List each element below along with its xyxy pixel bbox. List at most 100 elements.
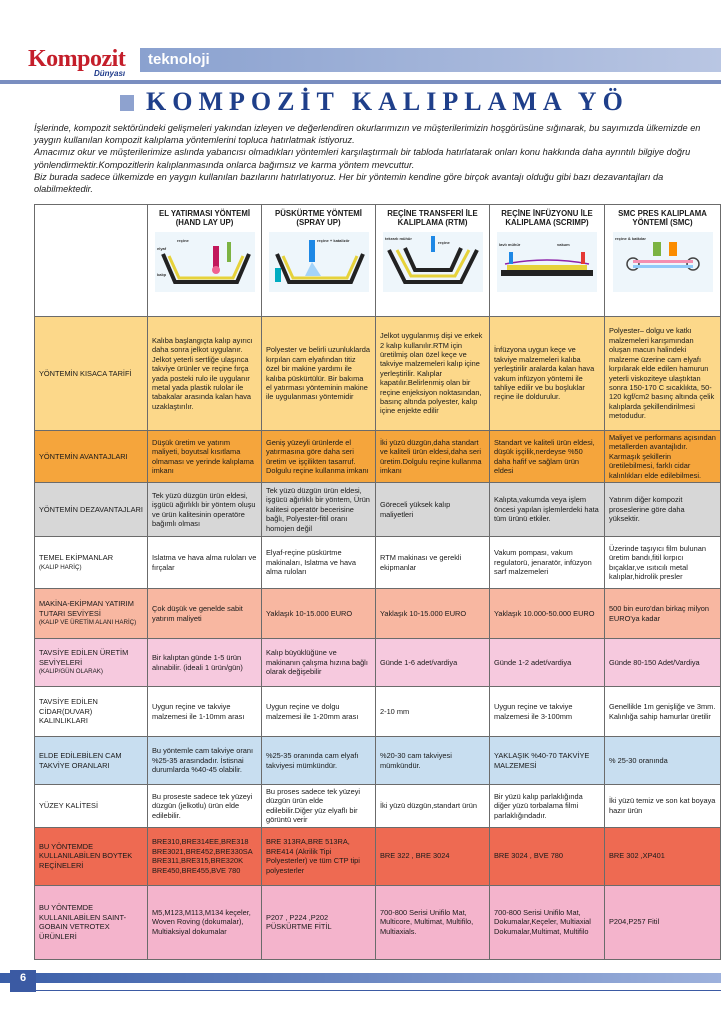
row-label: TAVSİYE EDİLEN ÜRETİM SEVİYELERİ (KALIP/G… — [34, 638, 148, 688]
table-cell: 700-800 Serisi Unifilo Mat, Multicore, M… — [375, 884, 490, 960]
table-cell: Elyaf-reçine püskürtme makinaları, Islat… — [261, 536, 376, 590]
row-label: MAKİNA-EKİPMAN YATIRIM TUTARI SEVİYESİ (K… — [34, 588, 148, 640]
column-title: EL YATIRMASI YÖNTEMİ (HAND LAY UP) — [159, 209, 250, 228]
table-header-row: EL YATIRMASI YÖNTEMİ (HAND LAY UP) elyaf… — [34, 204, 721, 317]
row-sublabel: (KALIP VE ÜRETİM ALANI HARİÇ) — [39, 619, 137, 627]
table-row: TAVSİYE EDİLEN ÜRETİM SEVİYELERİ (KALIP/G… — [34, 638, 721, 688]
section-label: teknoloji — [148, 51, 210, 68]
logo-sub-text: Dünyası — [94, 69, 126, 78]
rtm-illustration: tekrarlı mühür reçine — [382, 231, 483, 292]
table-row: BU YÖNTEMDE KULLANILABİLEN SAINT-GOBAIN … — [34, 884, 721, 960]
table-row: YÜZEY KALİTESİ Bu proseste sadece tek yü… — [34, 784, 721, 828]
title-stripe — [0, 80, 721, 84]
table-cell: 500 bin euro'dan birkaç milyon EURO'ya k… — [604, 588, 721, 640]
column-title: REÇİNE TRANSFERİ İLE KALIPLAMA (RTM) — [387, 209, 478, 228]
table-row: YÖNTEMİN AVANTAJLARI Düşük üretim ve yat… — [34, 429, 721, 484]
title-square-marker — [120, 95, 134, 111]
row-sublabel: (KALIP/GÜN OLARAK) — [39, 668, 103, 676]
row-label: ELDE EDİLEBİLEN CAM TAKVİYE ORANLARI — [34, 736, 148, 786]
table-cell: Çok düşük ve genelde sabit yatırım maliy… — [147, 588, 262, 640]
row-label-text: TAVSİYE EDİLEN ÜRETİM SEVİYELERİ — [39, 648, 129, 667]
column-header-hand-lay-up: EL YATIRMASI YÖNTEMİ (HAND LAY UP) elyaf… — [147, 204, 262, 317]
table-cell: Günde 80-150 Adet/Vardiya — [604, 638, 721, 688]
table-cell: Yaklaşık 10-15.000 EURO — [375, 588, 490, 640]
header-empty-cell — [34, 204, 148, 317]
table-row: ELDE EDİLEBİLEN CAM TAKVİYE ORANLARI Bu … — [34, 736, 721, 786]
table-cell: BRE 322 , BRE 3024 — [375, 826, 490, 886]
intro-paragraph-1: İşlerinde, kompozit sektöründeki gelişme… — [34, 123, 701, 146]
section-bar — [140, 48, 721, 72]
row-label: BU YÖNTEMDE KULLANILABİLEN SAINT-GOBAIN … — [34, 884, 148, 960]
page-number: 6 — [19, 972, 27, 984]
methods-comparison-table: EL YATIRMASI YÖNTEMİ (HAND LAY UP) elyaf… — [34, 204, 721, 960]
table-cell: Göreceli yüksek kalıp maliyetleri — [375, 482, 490, 538]
row-label-text: TEMEL EKİPMANLAR — [39, 553, 114, 563]
row-label: YÜZEY KALİTESİ — [34, 784, 148, 828]
row-label-text: MAKİNA-EKİPMAN YATIRIM TUTARI SEVİYESİ — [39, 599, 134, 618]
table-row: YÖNTEMİN DEZAVANTAJLARI Tek yüzü düzgün … — [34, 482, 721, 538]
table-cell: Uygun reçine ve takviye malzemesi ile 1-… — [147, 686, 262, 738]
table-row: TEMEL EKİPMANLAR (KALIP HARİÇ) Islatma ve… — [34, 536, 721, 590]
table-cell: Vakum pompası, vakum regulatorü, jenarat… — [489, 536, 605, 590]
table-cell: %25-35 oranında cam elyafı takviyesi müm… — [261, 736, 376, 786]
row-label: TEMEL EKİPMANLAR (KALIP HARİÇ) — [34, 536, 148, 590]
table-cell: 2-10 mm — [375, 686, 490, 738]
column-header-rtm: REÇİNE TRANSFERİ İLE KALIPLAMA (RTM) tek… — [375, 204, 490, 317]
spray-up-illustration: reçine + katalizör — [268, 231, 369, 292]
svg-text:vakum: vakum — [557, 242, 570, 247]
table-cell: Bu proses sadece tek yüzeyi düzgün ürün … — [261, 784, 376, 828]
hand-lay-up-illustration: elyaf reçine kalıp — [154, 231, 255, 292]
svg-text:lavlı mühür: lavlı mühür — [499, 242, 521, 247]
table-cell: Uygun reçine ve dolgu malzemesi ile 1-20… — [261, 686, 376, 738]
table-cell: BRE 3024 , BVE 780 — [489, 826, 605, 886]
table-cell: Uygun reçine ve takviye malzemesi ile 3-… — [489, 686, 605, 738]
table-cell: Standart ve kaliteli ürün eldesi, düşük … — [489, 429, 605, 484]
table-cell: Polyester ve belirli uzunluklarda kırpıl… — [261, 316, 376, 431]
intro-text: İşlerinde, kompozit sektöründeki gelişme… — [34, 122, 714, 195]
table-cell: İki yüzü düzgün,daha standart ve kalitel… — [375, 429, 490, 484]
svg-text:reçine & katkılar: reçine & katkılar — [615, 236, 646, 241]
column-header-spray-up: PÜSKÜRTME YÖNTEMİ (SPRAY UP) reçine + ka… — [261, 204, 376, 317]
table-cell: Kalıpta,vakumda veya işlem öncesi yapıla… — [489, 482, 605, 538]
table-cell: Yaklaşık 10-15.000 EURO — [261, 588, 376, 640]
table-cell: P207 , P224 ,P202 PÜSKÜRTME FİTİL — [261, 884, 376, 960]
svg-text:reçine: reçine — [438, 240, 451, 245]
table-cell: Bu proseste sadece tek yüzeyi düzgün (je… — [147, 784, 262, 828]
table-row: TAVSİYE EDİLEN CİDAR(DUVAR) KALINLIKLARI… — [34, 686, 721, 738]
svg-text:tekrarlı mühür: tekrarlı mühür — [385, 236, 412, 241]
table-cell: Yatırım diğer kompozit proseslerine göre… — [604, 482, 721, 538]
column-header-smc: SMC PRES KALIPLAMA YÖNTEMİ (SMC) reçine … — [604, 204, 721, 317]
table-cell: 700-800 Serisi Unifilo Mat, Dokumalar,Ke… — [489, 884, 605, 960]
table-cell: Geniş yüzeyli ürünlerde el yatırmasına g… — [261, 429, 376, 484]
smc-illustration: reçine & katkılar — [612, 231, 713, 292]
footer-rule — [36, 990, 721, 991]
table-cell: M5,M123,M113,M134 keçeler, Woven Roving … — [147, 884, 262, 960]
table-cell: Kalıba başlangıçta kalıp ayırıcı daha so… — [147, 316, 262, 431]
table-cell: Bu yöntemle cam takviye oranı %25-35 ara… — [147, 736, 262, 786]
kompozit-dunyasi-logo: Kompozit Dünyası — [28, 46, 138, 78]
column-header-scrimp: REÇİNE İNFÜZYONU İLE KALIPLAMA (SCRIMP) … — [489, 204, 605, 317]
table-cell: Tek yüzü düzgün ürün eldesi, işgücü ağır… — [261, 482, 376, 538]
table-cell: Bir yüzü kalıp parlaklığında diğer yüzü … — [489, 784, 605, 828]
svg-text:reçine + katalizör: reçine + katalizör — [317, 238, 350, 243]
row-label: BU YÖNTEMDE KULLANILABİLEN BOYTEK REÇİNE… — [34, 826, 148, 886]
page-title: KOMPOZİT KALIPLAMA YÖ — [146, 87, 629, 116]
table-cell: Yaklaşık 10.000-50.000 EURO — [489, 588, 605, 640]
table-cell: Bir kalıptan günde 1-5 ürün alınabilir. … — [147, 638, 262, 688]
table-cell: %20-30 cam takviyesi mümkündür. — [375, 736, 490, 786]
table-cell: Islatma ve hava alma ruloları ve fırçala… — [147, 536, 262, 590]
table-cell: P204,P257 Fitil — [604, 884, 721, 960]
row-sublabel: (KALIP HARİÇ) — [39, 563, 82, 571]
table-cell: Kalıp büyüklüğüne ve makinanın çalışma h… — [261, 638, 376, 688]
table-cell: Polyester– dolgu ve katkı malzemeleri ka… — [604, 316, 721, 431]
intro-paragraph-2: Amacımız okur ve müşterilerimize aslında… — [34, 147, 691, 170]
table-cell: İki yüzü düzgün,standart ürün — [375, 784, 490, 828]
page-number-box — [10, 970, 36, 992]
svg-text:kalıp: kalıp — [157, 272, 167, 277]
logo-main-text: Kompozit — [28, 46, 126, 72]
table-row: BU YÖNTEMDE KULLANILABİLEN BOYTEK REÇİNE… — [34, 826, 721, 886]
table-cell: BRE310,BRE314EE,BRE318 BRE3021,BRE452,BR… — [147, 826, 262, 886]
table-cell: BRE 313RA,BRE 513RA, BRE414 (Akrilik Tip… — [261, 826, 376, 886]
table-cell: YAKLAŞIK %40-70 TAKVİYE MALZEMESİ — [489, 736, 605, 786]
table-cell: Günde 1-6 adet/vardiya — [375, 638, 490, 688]
